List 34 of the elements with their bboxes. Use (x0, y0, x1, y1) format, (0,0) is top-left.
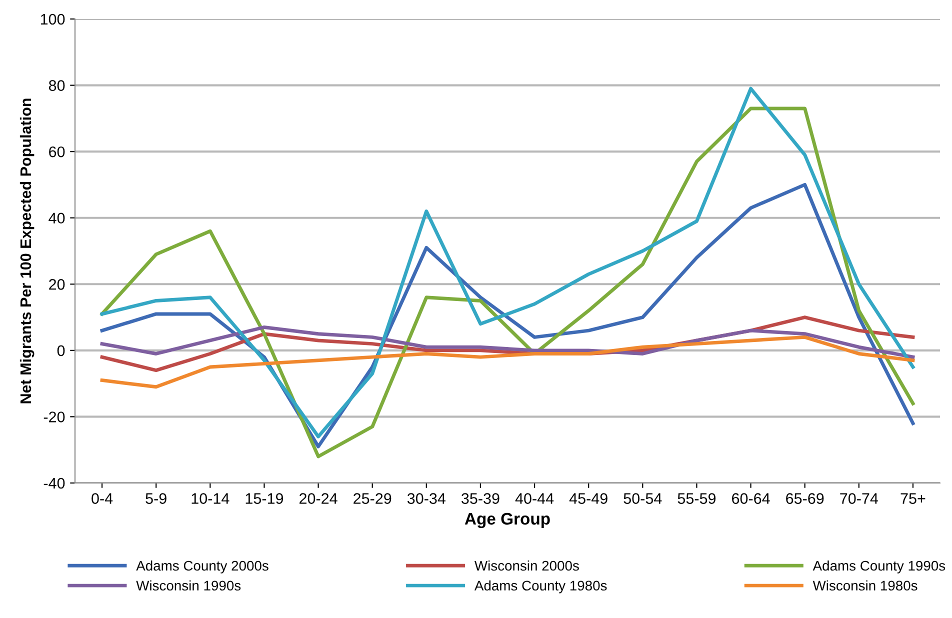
x-tick-label: 40-44 (515, 493, 554, 504)
y-tick-label: 80 (48, 80, 65, 91)
legend-label: Adams County 2000s (136, 560, 268, 574)
legend-label: Adams County 1980s (474, 580, 607, 594)
y-tick-label: 20 (49, 279, 65, 290)
x-tick-label: 25-29 (354, 493, 392, 504)
y-axis-title: Net Migrants Per 100 Expected Population (20, 98, 34, 404)
legend-label: Adams County 1990s (812, 560, 946, 574)
y-tick-label: 40 (48, 212, 65, 224)
x-tick-label: 35-39 (462, 493, 500, 504)
legend-label: Wisconsin 1990s (136, 580, 241, 591)
x-tick-label: 55-59 (678, 493, 716, 504)
x-tick-label: 60-64 (732, 493, 770, 504)
line-series (100, 335, 915, 389)
line-series (100, 325, 915, 359)
x-tick-label: 10-14 (192, 493, 230, 504)
x-tick-label: 45-49 (569, 493, 608, 504)
x-tick-label: 5-9 (146, 493, 166, 504)
x-tick-label: 50-54 (624, 493, 662, 504)
legend-label: Wisconsin 1980s (812, 580, 918, 591)
x-tick-label: 65-69 (786, 493, 824, 504)
x-tick-label: 30-34 (407, 493, 446, 504)
y-tick-label: -40 (44, 478, 65, 489)
legend-label: Wisconsin 2000s (474, 560, 579, 571)
x-tick-label: 15-19 (246, 493, 284, 504)
y-tick-label: -20 (44, 412, 65, 422)
y-tick-label: 0 (57, 345, 65, 356)
y-tick-label: 100 (40, 14, 65, 25)
x-tick-label: 70-74 (840, 493, 878, 504)
x-axis-title: Age Group (464, 512, 550, 528)
x-tick-label: 0-4 (92, 493, 113, 504)
y-tick-label: 60 (49, 146, 65, 158)
x-tick-label: 75+ (900, 493, 926, 504)
x-tick-label: 20-24 (300, 493, 338, 504)
